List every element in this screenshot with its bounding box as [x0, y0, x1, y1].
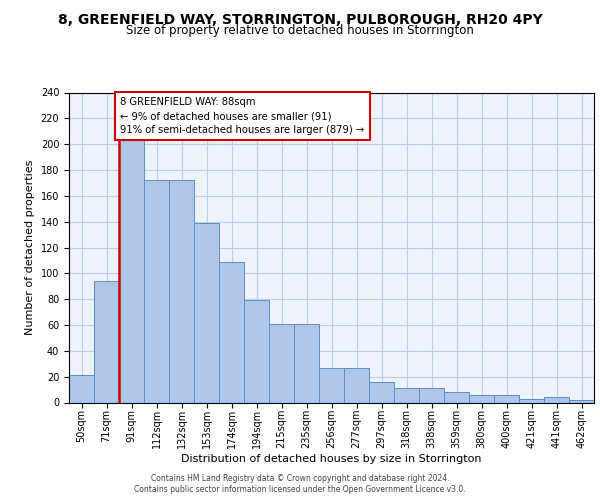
Text: Contains HM Land Registry data © Crown copyright and database right 2024.
Contai: Contains HM Land Registry data © Crown c…: [134, 474, 466, 494]
Bar: [169, 180, 194, 402]
Bar: [494, 395, 519, 402]
Bar: [469, 395, 494, 402]
Bar: [369, 382, 394, 402]
Bar: [319, 368, 344, 402]
Bar: [269, 324, 294, 402]
Bar: [219, 262, 244, 402]
Bar: [544, 398, 569, 402]
X-axis label: Distribution of detached houses by size in Storrington: Distribution of detached houses by size …: [181, 454, 482, 464]
Y-axis label: Number of detached properties: Number of detached properties: [25, 160, 35, 335]
Bar: [94, 281, 119, 402]
Bar: [244, 300, 269, 402]
Bar: [519, 398, 544, 402]
Bar: [569, 400, 594, 402]
Bar: [69, 376, 94, 402]
Bar: [344, 368, 369, 402]
Bar: [194, 223, 219, 402]
Bar: [294, 324, 319, 402]
Text: 8, GREENFIELD WAY, STORRINGTON, PULBOROUGH, RH20 4PY: 8, GREENFIELD WAY, STORRINGTON, PULBOROU…: [58, 12, 542, 26]
Bar: [119, 139, 144, 402]
Bar: [419, 388, 444, 402]
Bar: [144, 180, 169, 402]
Bar: [394, 388, 419, 402]
Text: 8 GREENFIELD WAY: 88sqm
← 9% of detached houses are smaller (91)
91% of semi-det: 8 GREENFIELD WAY: 88sqm ← 9% of detached…: [121, 97, 365, 135]
Text: Size of property relative to detached houses in Storrington: Size of property relative to detached ho…: [126, 24, 474, 37]
Bar: [444, 392, 469, 402]
